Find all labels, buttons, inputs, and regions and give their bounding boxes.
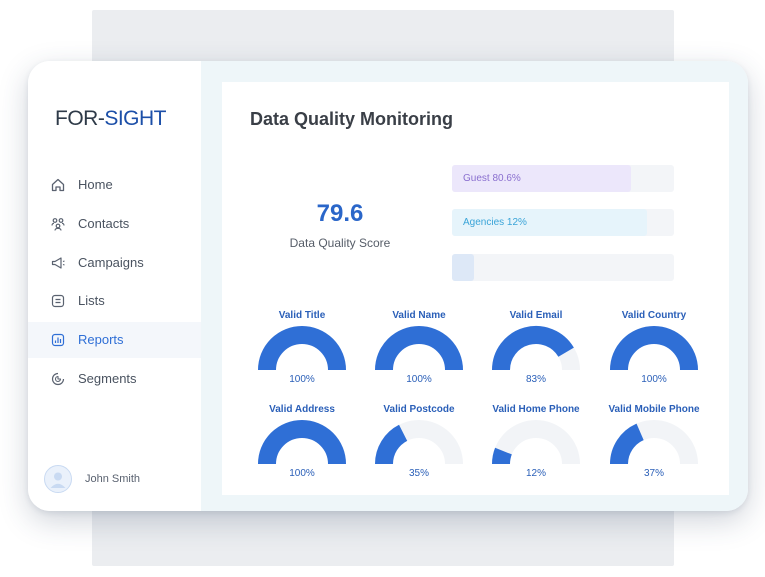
data-quality-score-label: Data Quality Score [289,236,391,250]
gauge-track [492,420,580,465]
gauge-valid-country[interactable]: Valid Country 100% [599,310,709,395]
gauge-fill [258,420,346,465]
sidebar-item-label: Lists [78,293,105,308]
gauge-chart [375,420,463,465]
report-icon [51,333,65,347]
segment-bar-label: Agencies 12% [463,217,527,228]
segment-bar-fill [452,165,631,192]
gauge-fill [258,326,346,371]
sidebar-item-label: Campaigns [78,255,144,270]
sidebar-item-contacts[interactable]: Contacts [28,206,201,242]
main-content: Data Quality Monitoring 79.6 Data Qualit… [201,61,748,511]
gauge-valid-title[interactable]: Valid Title 100% [247,310,357,395]
home-icon [51,178,65,192]
data-quality-score-value: 79.6 [316,200,364,227]
sidebar-item-label: Home [78,177,113,192]
gauge-fill [492,326,574,371]
gauge-valid-email[interactable]: Valid Email 83% [481,310,591,395]
segments-icon [51,372,65,386]
gauge-title: Valid Home Phone [492,404,580,415]
gauge-title: Valid Email [509,310,563,321]
sidebar-item-campaigns[interactable]: Campaigns [28,245,201,281]
gauge-valid-name[interactable]: Valid Name 100% [364,310,474,395]
sidebar: FOR-SIGHT Home Contacts Campaigns [28,61,201,511]
sidebar-item-lists[interactable]: Lists [28,283,201,319]
sidebar-item-reports[interactable]: Reports [28,322,201,358]
list-icon [51,294,65,308]
gauge-title: Valid Title [278,310,326,321]
gauge-title: Valid Country [621,310,687,321]
gauge-value: 83% [525,374,546,385]
contacts-icon [51,218,65,231]
user-name: John Smith [85,473,141,485]
gauge-fill [492,447,512,465]
gauge-chart [258,326,346,371]
gauge-fill [375,424,408,465]
gauge-title: Valid Mobile Phone [608,404,700,415]
gauge-value: 100% [406,374,432,385]
gauge-fill [610,423,645,465]
page-title: Data Quality Monitoring [250,109,454,129]
segment-bar[interactable]: Agencies 12% [452,209,674,236]
gauge-valid-postcode[interactable]: Valid Postcode 35% [364,404,474,489]
gauge-valid-address[interactable]: Valid Address 100% [247,404,357,489]
gauge-value: 100% [289,468,315,479]
segment-bar-label: Guest 80.6% [463,173,521,184]
gauge-chart [258,420,346,465]
gauge-fill [375,326,463,371]
gauge-title: Valid Postcode [383,404,455,415]
gauge-fill [610,326,698,371]
gauge-value: 35% [408,468,429,479]
megaphone-icon [51,257,65,269]
gauge-value: 100% [641,374,667,385]
gauge-title: Valid Address [269,404,335,415]
sidebar-item-label: Reports [78,332,124,347]
user-profile[interactable]: John Smith [44,465,194,495]
gauge-chart [610,420,698,465]
user-avatar-icon [50,472,66,488]
brand-logo[interactable]: FOR-SIGHT [55,107,166,131]
segment-bar-fill [452,254,474,281]
segment-bar-fill [452,209,647,236]
brand-logo-part2: SIGHT [104,107,166,130]
sidebar-item-label: Contacts [78,216,130,231]
app-window: FOR-SIGHT Home Contacts Campaigns [28,61,748,511]
gauge-value: 100% [289,374,315,385]
avatar[interactable] [44,465,72,493]
sidebar-item-label: Segments [78,371,137,386]
dashboard-card: Data Quality Monitoring 79.6 Data Qualit… [222,82,729,495]
gauge-valid-home-phone[interactable]: Valid Home Phone 12% [481,404,591,489]
sidebar-item-home[interactable]: Home [28,167,201,203]
gauge-valid-mobile-phone[interactable]: Valid Mobile Phone 37% [599,404,709,489]
gauge-chart [610,326,698,371]
gauge-chart [492,326,580,371]
gauge-value: 37% [643,468,664,479]
segment-bar[interactable]: Guest 80.6% [452,165,674,192]
gauge-title: Valid Name [392,310,446,321]
gauge-value: 12% [525,468,546,479]
sidebar-item-segments[interactable]: Segments [28,361,201,397]
brand-logo-part1: FOR- [55,107,105,130]
gauge-chart [492,420,580,465]
gauge-chart [375,326,463,371]
segment-bar[interactable] [452,254,674,281]
